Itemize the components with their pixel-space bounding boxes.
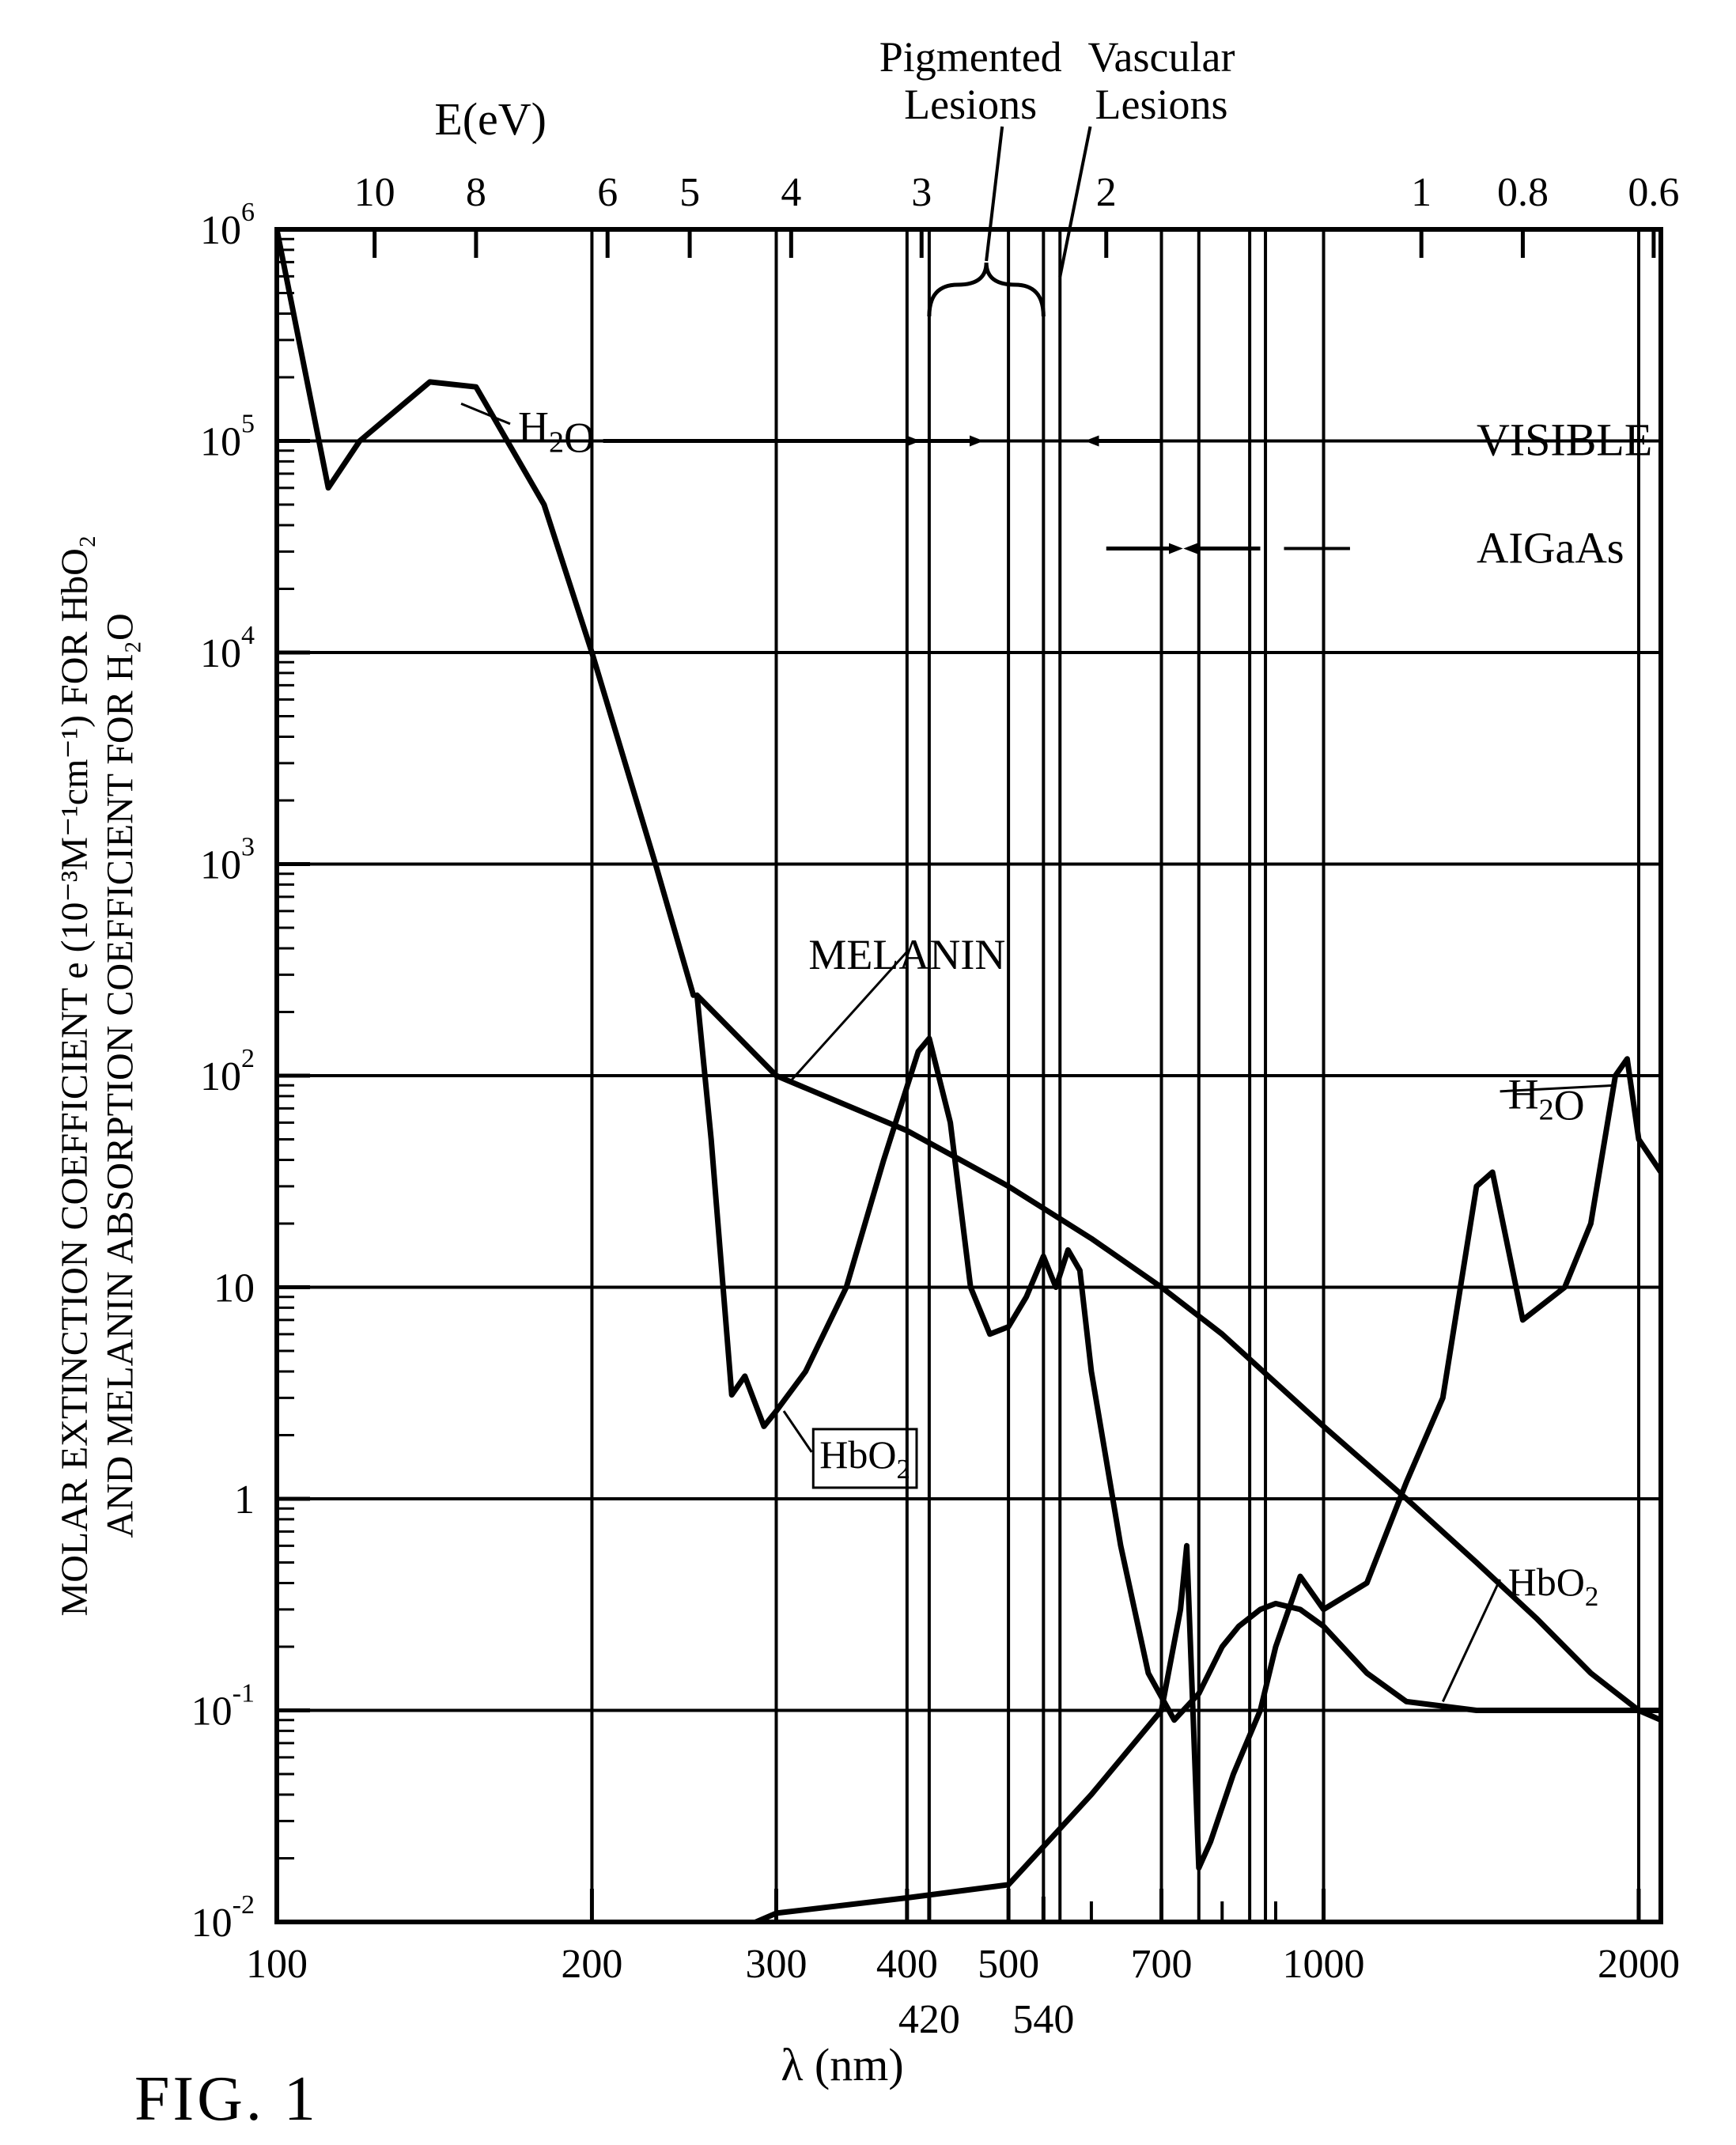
curve-label: MELANIN <box>808 931 1005 978</box>
top-tick-label: 1 <box>1411 170 1432 215</box>
y-tick-label: 10-1 <box>191 1679 255 1735</box>
x-tick-label: 1000 <box>1283 1942 1365 1987</box>
x-tick-label: 400 <box>876 1942 938 1987</box>
y-tick-label: 10 <box>214 1266 255 1311</box>
top-tick-label: 5 <box>679 170 700 215</box>
y-tick-label: 106 <box>200 198 255 253</box>
top-tick-label: 4 <box>781 170 801 215</box>
x-tick-label: 200 <box>561 1942 622 1987</box>
y-tick-label: 104 <box>200 621 255 676</box>
top-tick-label: 6 <box>597 170 618 215</box>
y-tick-label: 1 <box>234 1477 255 1523</box>
top-axis-label: E(eV) <box>434 93 547 145</box>
top-tick-label: 10 <box>354 170 395 215</box>
x-tick-label: 540 <box>1012 1997 1074 2042</box>
y-axis-label: MOLAR EXTINCTION COEFFICIENT e (10⁻³M⁻¹c… <box>54 535 142 1617</box>
top-tick-label: 3 <box>911 170 932 215</box>
top-tick-label: 0.8 <box>1497 170 1549 215</box>
x-tick-label: 420 <box>898 1997 960 2042</box>
vascular-lesions-label: Lesions <box>1095 81 1228 128</box>
figure-label: FIG. 1 <box>134 2064 319 2134</box>
x-tick-label: 500 <box>978 1942 1039 1987</box>
vascular-lesions-label: Vascular <box>1088 33 1235 81</box>
y-tick-label: 105 <box>200 410 255 465</box>
pigmented-lesions-label: Pigmented <box>879 33 1062 81</box>
top-tick-label: 8 <box>466 170 486 215</box>
y-tick-label: 103 <box>200 833 255 888</box>
visible-range-label: VISIBLE <box>1477 414 1652 466</box>
pigmented-lesions-label: Lesions <box>904 81 1037 128</box>
absorption-chart: 10020030040042050054070010002000λ (nm)10… <box>0 0 1736 2145</box>
y-tick-label: 10-2 <box>191 1890 255 1946</box>
top-tick-label: 0.6 <box>1628 170 1679 215</box>
algaas-range-label: AIGaAs <box>1477 524 1624 573</box>
x-tick-label: 100 <box>246 1942 308 1987</box>
x-tick-label: 2000 <box>1598 1942 1680 1987</box>
x-axis-label: λ (nm) <box>781 2039 903 2090</box>
x-tick-label: 300 <box>745 1942 807 1987</box>
x-tick-label: 700 <box>1131 1942 1193 1987</box>
y-tick-label: 102 <box>200 1044 255 1099</box>
figure-wrap: 10020030040042050054070010002000λ (nm)10… <box>0 0 1736 2145</box>
top-tick-label: 2 <box>1096 170 1117 215</box>
